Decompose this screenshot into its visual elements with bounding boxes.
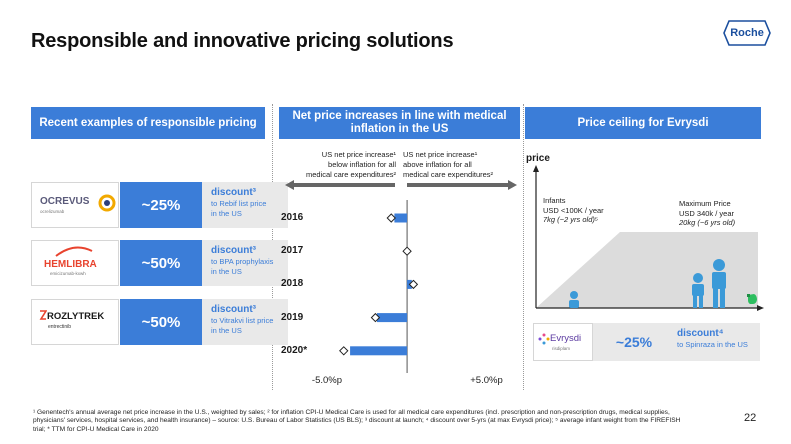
discount-desc-line: to Rebif list price: [211, 199, 267, 208]
brand-subtitle: risdiplam: [552, 346, 571, 351]
year-label: 2019: [281, 311, 304, 323]
roche-logo: Roche: [723, 20, 771, 46]
brand-subtitle: emicizumab-kxwh: [50, 271, 86, 276]
bar-2016: [394, 213, 408, 223]
discount-title: discount³: [211, 304, 256, 315]
marker-2018: [408, 279, 419, 290]
ocrevus-ring-icon: [98, 194, 116, 212]
marker-2016: [386, 213, 396, 223]
example-row-hemlibra: HEMLIBRA emicizumab-kxwh ~50% discount³ …: [31, 240, 288, 286]
bar-2019: [377, 313, 408, 323]
price-ceiling-diagram: [533, 165, 764, 311]
discount-percent: ~25%: [593, 323, 675, 361]
discount-percent: ~50%: [120, 299, 202, 345]
brand-name: ROZLYTREK: [47, 311, 105, 322]
ocrevus-logo: OCREVUS ocrelizumab: [31, 182, 119, 228]
discount-text: discount³ to Vitrakvi list price in the …: [202, 299, 288, 345]
max-price-note: Maximum Price USD 340k / year 20kg (~6 y…: [679, 199, 735, 228]
y-axis-arrow-icon: [533, 165, 539, 172]
divider-right: [523, 104, 524, 390]
discount-desc-line: in the US: [211, 326, 242, 335]
footnote-line: trial; * TTM for CPI-U Medical Care in 2…: [33, 425, 159, 433]
discount-desc-line: to BPA prophylaxis: [211, 257, 274, 266]
year-label: 2016: [281, 212, 304, 223]
note-italic: 7kg (~2 yrs old)⁵: [543, 215, 599, 224]
evrysdi-logo: Evrysdi risdiplam: [533, 323, 593, 361]
hemlibra-swoosh-icon: [55, 246, 93, 257]
x-tick-label: -5.0%p: [311, 375, 343, 386]
marker-2019: [370, 312, 381, 323]
note-line: Maximum Price: [679, 199, 731, 208]
right-panel-header: Price ceiling for Evrysdi: [525, 107, 761, 139]
middle-panel-header: Net price increases in line with medical…: [279, 107, 520, 139]
brand-subtitle: entrectinib: [48, 324, 72, 330]
middle-header-line1: Net price increases in line with medical: [292, 110, 507, 122]
discount-percent: ~50%: [120, 240, 202, 286]
infant-person-icon: [569, 291, 579, 308]
net-price-chart: [339, 200, 419, 373]
year-label: 2020*: [281, 344, 308, 356]
adult-person-icon: [712, 259, 726, 308]
price-axis-label: price: [526, 153, 550, 164]
left-panel-header: Recent examples of responsible pricing: [31, 107, 265, 139]
brand-name: HEMLIBRA: [44, 259, 97, 270]
bar-2020*: [350, 346, 408, 356]
example-row-rozlytrek: ROZLYTREK entrectinib ~50% discount³ to …: [31, 299, 288, 345]
year-label: 2017: [281, 245, 304, 257]
x-tick-label: +5.0%p: [470, 375, 503, 386]
brand-subtitle: ocrelizumab: [40, 209, 65, 214]
note-line: USD <100K / year: [543, 205, 604, 215]
middle-header-line2: inflation in the US: [350, 123, 449, 135]
discount-desc: to Spinraza in the US: [677, 340, 748, 349]
caption-below-inflation: US net price increase¹ below inflation f…: [292, 150, 396, 180]
infants-note: Infants USD <100K / year 7kg (~2 yrs old…: [543, 196, 604, 225]
rozlytrek-logo: ROZLYTREK entrectinib: [31, 299, 119, 345]
discount-title: discount⁴: [677, 328, 724, 339]
discount-desc-line: in the US: [211, 267, 242, 276]
logo-text: Roche: [730, 27, 764, 39]
caption-line: US net price increase¹: [321, 150, 396, 159]
note-italic: 20kg (~6 yrs old): [679, 218, 736, 227]
hemlibra-logo: HEMLIBRA emicizumab-kxwh: [31, 240, 119, 286]
footnote-line: physicians' services, hospital services,…: [33, 417, 681, 425]
right-arrow-icon: [407, 180, 517, 190]
footnote-line: ¹ Genentech's annual average net price i…: [33, 409, 670, 416]
caption-line: medical care expenditures²: [305, 170, 396, 179]
discount-desc-line: in the US: [211, 209, 242, 218]
page-number: 22: [744, 412, 757, 424]
evrysdi-discount-card: Evrysdi risdiplam ~25% discount⁴ to Spin…: [533, 323, 760, 361]
caption-line: above inflation for all: [403, 160, 472, 169]
direction-arrows: [285, 180, 517, 190]
example-row-ocrevus: OCREVUS ocrelizumab ~25% discount³ to Re…: [31, 182, 288, 228]
discount-desc-line: to Vitrakvi list price: [211, 316, 274, 325]
discount-percent: ~25%: [120, 182, 202, 228]
caption-above-inflation: US net price increase¹ above inflation f…: [403, 150, 513, 180]
caption-line: medical care expenditures²: [403, 170, 494, 179]
brand-name: OCREVUS: [40, 196, 90, 207]
marker-2017: [402, 246, 412, 256]
footnote: ¹ Genentech's annual average net price i…: [33, 409, 723, 434]
discount-text: discount³ to BPA prophylaxis in the US: [202, 240, 288, 286]
discount-title: discount³: [211, 245, 256, 256]
evrysdi-dots-icon: [538, 333, 550, 345]
caption-line: US net price increase¹: [403, 150, 478, 159]
discount-title: discount³: [211, 187, 256, 198]
discount-text: discount³ to Rebif list price in the US: [202, 182, 288, 228]
rozlytrek-mark-icon: [39, 310, 47, 320]
left-arrow-icon: [285, 180, 395, 190]
caption-line: below inflation for all: [328, 160, 396, 169]
note-line: Infants: [543, 196, 566, 205]
note-line: USD 340k / year: [679, 208, 735, 218]
marker-2020*: [339, 346, 349, 356]
child-person-icon: [692, 273, 704, 308]
evernote-icon[interactable]: [745, 292, 759, 306]
discount-text: discount⁴ to Spinraza in the US: [675, 323, 760, 361]
brand-name: Evrysdi: [550, 333, 582, 344]
page-title: Responsible and innovative pricing solut…: [31, 30, 454, 52]
year-label: 2018: [281, 278, 304, 290]
x-axis-arrow-icon: [757, 305, 764, 311]
